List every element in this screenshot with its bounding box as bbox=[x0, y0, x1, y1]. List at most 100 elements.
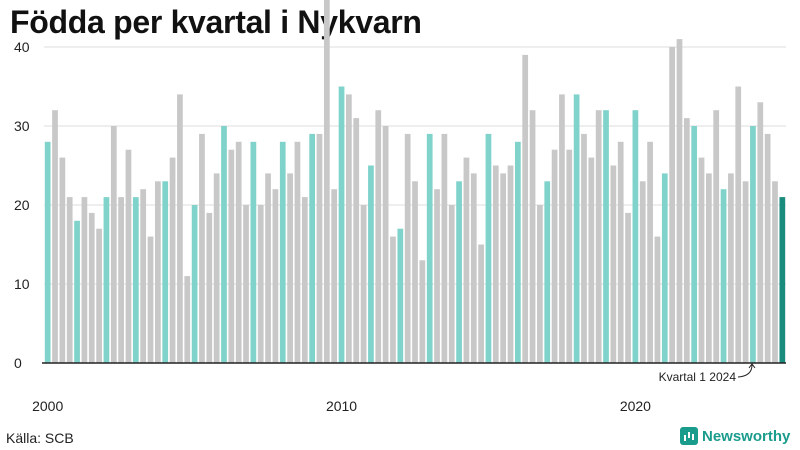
bar bbox=[720, 189, 727, 363]
bar bbox=[610, 165, 617, 363]
x-axis-ticks: 2000 2010 2020 bbox=[32, 398, 651, 414]
bar bbox=[265, 173, 271, 363]
bar bbox=[221, 126, 227, 363]
bar bbox=[118, 197, 125, 363]
bar bbox=[294, 141, 301, 363]
bar bbox=[529, 110, 536, 363]
bar bbox=[132, 197, 139, 363]
bar bbox=[191, 205, 198, 363]
bar bbox=[448, 205, 455, 363]
bar bbox=[691, 126, 698, 363]
bar bbox=[316, 133, 323, 363]
bar bbox=[654, 236, 661, 363]
bar bbox=[250, 141, 257, 363]
bar bbox=[478, 244, 484, 363]
bar bbox=[382, 126, 389, 363]
bar bbox=[287, 173, 293, 363]
bar bbox=[301, 197, 308, 363]
annotation: Kvartal 1 2024 bbox=[659, 363, 756, 384]
bar bbox=[88, 212, 95, 363]
bar bbox=[390, 236, 396, 363]
y-axis-ticks: 0 10 20 30 40 bbox=[14, 39, 30, 371]
bar bbox=[103, 197, 110, 363]
annotation-label: Kvartal 1 2024 bbox=[659, 370, 737, 384]
bar bbox=[360, 205, 367, 363]
bar bbox=[485, 133, 492, 363]
bar bbox=[110, 126, 117, 363]
bar bbox=[698, 157, 705, 363]
bar-chart-icon bbox=[680, 427, 698, 445]
bar bbox=[169, 157, 176, 363]
bar bbox=[140, 189, 147, 363]
source-label: Källa: SCB bbox=[6, 430, 74, 446]
bar bbox=[779, 197, 786, 363]
bar bbox=[639, 181, 646, 363]
bar bbox=[581, 133, 587, 363]
bar bbox=[397, 228, 404, 363]
bar bbox=[404, 133, 411, 363]
annotation-arrowhead bbox=[748, 363, 756, 369]
bar bbox=[669, 47, 675, 363]
bar bbox=[742, 181, 749, 363]
bar bbox=[434, 189, 440, 363]
bar bbox=[162, 181, 169, 363]
bar bbox=[426, 133, 433, 363]
bar bbox=[323, 0, 330, 363]
bar bbox=[243, 205, 249, 363]
bar bbox=[537, 205, 543, 363]
brand-logo[interactable]: Newsworthy bbox=[680, 427, 790, 445]
bar bbox=[603, 110, 609, 363]
bar bbox=[735, 86, 742, 363]
bar bbox=[757, 102, 764, 364]
bar bbox=[573, 94, 580, 364]
x-tick-label: 2000 bbox=[32, 398, 63, 414]
bar bbox=[184, 276, 191, 363]
bar bbox=[764, 133, 771, 363]
bar bbox=[213, 173, 220, 363]
bar bbox=[463, 157, 470, 363]
bar bbox=[750, 126, 756, 363]
bar bbox=[177, 94, 183, 364]
bar bbox=[412, 181, 418, 363]
y-tick-label: 0 bbox=[14, 355, 22, 371]
bar bbox=[272, 189, 279, 363]
y-tick-label: 10 bbox=[14, 276, 30, 292]
y-tick-label: 20 bbox=[14, 197, 30, 213]
bar bbox=[559, 94, 565, 364]
bar bbox=[52, 110, 58, 363]
bar bbox=[353, 118, 360, 363]
bar bbox=[617, 141, 624, 363]
bar bbox=[147, 236, 154, 363]
bar bbox=[625, 212, 631, 363]
bar bbox=[661, 173, 668, 363]
bar bbox=[676, 39, 683, 363]
bar bbox=[368, 165, 374, 363]
bar bbox=[375, 110, 382, 363]
bar bbox=[588, 157, 595, 363]
bar bbox=[595, 110, 602, 363]
bar bbox=[235, 141, 242, 363]
bar bbox=[59, 157, 66, 363]
bars bbox=[42, 0, 786, 364]
bar bbox=[522, 54, 529, 364]
bar bbox=[772, 181, 778, 363]
bar bbox=[713, 110, 720, 363]
bar bbox=[728, 173, 734, 363]
bar bbox=[551, 149, 558, 363]
bar bbox=[331, 189, 338, 363]
bar bbox=[228, 149, 235, 363]
bar bbox=[705, 173, 712, 363]
bar bbox=[647, 141, 653, 363]
chart-title: Födda per kvartal i Nykvarn bbox=[10, 4, 422, 40]
annotation-arrow bbox=[737, 364, 753, 378]
x-tick-label: 2010 bbox=[326, 398, 357, 414]
bar bbox=[155, 181, 161, 363]
bar bbox=[199, 133, 205, 363]
bar bbox=[66, 197, 73, 363]
bar bbox=[96, 228, 102, 363]
bar bbox=[74, 220, 80, 363]
bar bbox=[683, 118, 690, 363]
y-tick-label: 40 bbox=[14, 39, 30, 55]
bar bbox=[206, 212, 213, 363]
bar bbox=[44, 141, 51, 363]
